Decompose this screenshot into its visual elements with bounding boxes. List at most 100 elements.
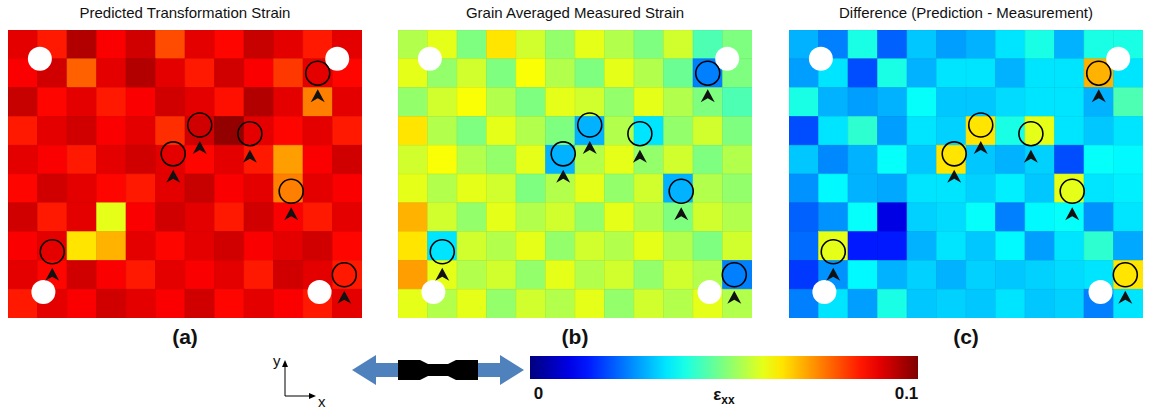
heatmap-cell bbox=[664, 30, 694, 59]
heatmap-cell bbox=[97, 59, 127, 88]
heatmap-cell bbox=[333, 174, 363, 203]
highlight-arrow bbox=[1065, 207, 1079, 220]
heatmap-cell bbox=[516, 174, 546, 203]
heatmap-cell bbox=[487, 88, 517, 117]
highlight-circle bbox=[722, 263, 746, 287]
heatmap-cell bbox=[605, 289, 635, 318]
axis-glyph-arrow bbox=[282, 360, 288, 367]
heatmap-cell bbox=[38, 116, 68, 145]
highlight bbox=[1019, 122, 1043, 163]
heatmap-cell bbox=[303, 174, 333, 203]
heatmap-cell bbox=[996, 289, 1026, 318]
heatmap-cell bbox=[848, 203, 878, 232]
heatmap-cell bbox=[937, 88, 967, 117]
heatmap-cell bbox=[996, 145, 1026, 174]
heatmap-cell bbox=[185, 232, 215, 261]
heatmap-cell bbox=[819, 145, 849, 174]
panel-title: Predicted Transformation Strain bbox=[80, 4, 291, 21]
heatmap-cell bbox=[878, 203, 908, 232]
panel-label: (b) bbox=[562, 325, 589, 348]
heatmap-cell bbox=[1055, 116, 1085, 145]
heatmap-cell bbox=[215, 174, 245, 203]
highlight bbox=[1060, 179, 1084, 220]
colorbar-tick-label: 0 bbox=[534, 384, 543, 403]
heatmap-cell bbox=[634, 59, 664, 88]
heatmap-cell bbox=[1055, 232, 1085, 261]
heatmap-cell bbox=[274, 260, 304, 289]
heatmap-cell bbox=[1114, 232, 1144, 261]
heatmap-cell bbox=[185, 203, 215, 232]
heatmap-cell bbox=[937, 203, 967, 232]
highlight bbox=[188, 113, 212, 154]
heatmap-cell bbox=[546, 116, 576, 145]
heatmap-cell bbox=[398, 88, 428, 117]
heatmap-cell bbox=[487, 116, 517, 145]
heatmap-cell bbox=[1055, 174, 1085, 203]
heatmap-cell bbox=[664, 203, 694, 232]
heatmap-cell bbox=[97, 116, 127, 145]
heatmap-cell bbox=[457, 260, 487, 289]
heatmap-cell bbox=[546, 289, 576, 318]
heatmap-cell bbox=[789, 174, 819, 203]
highlight-arrow bbox=[166, 170, 180, 183]
highlight bbox=[578, 113, 602, 154]
heatmap-cell bbox=[126, 88, 156, 117]
heatmap-cell bbox=[878, 232, 908, 261]
heatmap-cell bbox=[966, 30, 996, 59]
fiducial-hole bbox=[308, 280, 332, 304]
heatmap-cell bbox=[1055, 145, 1085, 174]
highlight bbox=[628, 122, 652, 163]
fiducial-hole bbox=[698, 280, 722, 304]
highlight-arrow bbox=[337, 291, 351, 304]
heatmap-cell bbox=[575, 260, 605, 289]
highlight bbox=[40, 240, 64, 281]
heatmap-cell bbox=[634, 260, 664, 289]
heatmap-cell bbox=[67, 289, 97, 318]
figure: Predicted Transformation Strain(a)Grain … bbox=[0, 0, 1154, 411]
heatmap-cell bbox=[67, 232, 97, 261]
heatmap-cell bbox=[1114, 260, 1144, 289]
heatmap-cell bbox=[398, 174, 428, 203]
heatmap-cell bbox=[546, 88, 576, 117]
heatmap-cell bbox=[38, 203, 68, 232]
heatmap-cell bbox=[907, 232, 937, 261]
heatmap-cell bbox=[1114, 174, 1144, 203]
heatmap-cell bbox=[693, 232, 723, 261]
heatmap-cell bbox=[516, 260, 546, 289]
heatmap-cell bbox=[516, 116, 546, 145]
heatmap-cell bbox=[966, 260, 996, 289]
heatmap-cell bbox=[664, 145, 694, 174]
highlight-arrow bbox=[1092, 89, 1106, 102]
highlight-circle bbox=[188, 113, 212, 137]
heatmap-cell bbox=[244, 88, 274, 117]
heatmap-cell bbox=[156, 116, 186, 145]
heatmap-cell bbox=[1025, 174, 1055, 203]
panel bbox=[8, 30, 362, 318]
heatmap-cell bbox=[664, 289, 694, 318]
heatmap-cell bbox=[487, 30, 517, 59]
heatmap-cell bbox=[848, 232, 878, 261]
heatmap-cell bbox=[937, 116, 967, 145]
heatmap-cell bbox=[156, 260, 186, 289]
highlight bbox=[161, 142, 185, 183]
heatmap-cell bbox=[605, 145, 635, 174]
heatmap-cell bbox=[664, 260, 694, 289]
heatmap-cell bbox=[664, 232, 694, 261]
heatmap-cell bbox=[1055, 260, 1085, 289]
heatmap-cell bbox=[1055, 88, 1085, 117]
heatmap-cell bbox=[546, 203, 576, 232]
heatmap-cell bbox=[8, 116, 38, 145]
specimen bbox=[398, 360, 478, 380]
heatmap-cell bbox=[185, 174, 215, 203]
heatmap-cell bbox=[97, 30, 127, 59]
heatmap-cell bbox=[185, 289, 215, 318]
heatmap-cell bbox=[664, 174, 694, 203]
heatmap-cell bbox=[1114, 145, 1144, 174]
heatmap-cell bbox=[1114, 88, 1144, 117]
heatmap-cell bbox=[516, 88, 546, 117]
heatmap-cell bbox=[487, 174, 517, 203]
heatmap-cell bbox=[1055, 203, 1085, 232]
fiducial-hole bbox=[1089, 280, 1113, 304]
heatmap-cell bbox=[8, 145, 38, 174]
heatmap-cell bbox=[1084, 145, 1114, 174]
